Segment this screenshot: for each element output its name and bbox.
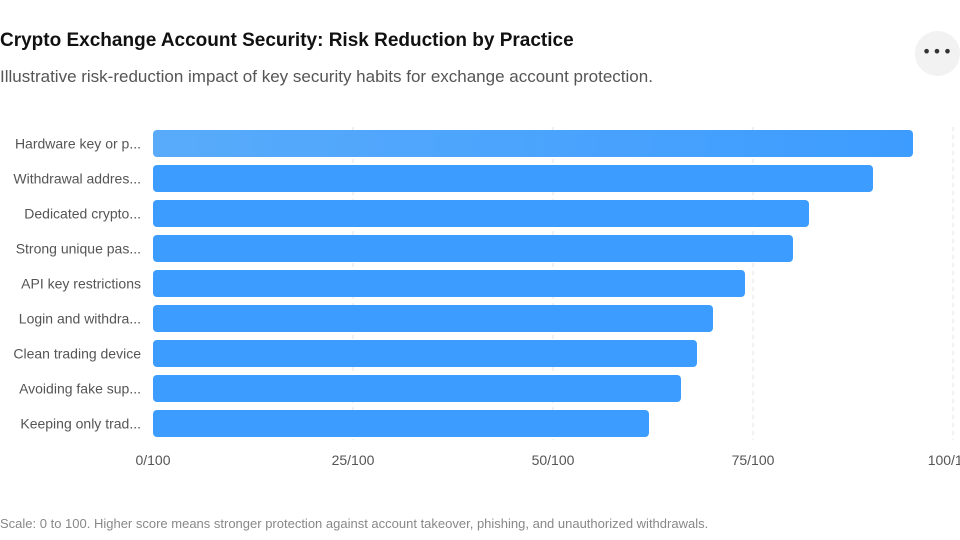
more-horizontal-icon: •••	[921, 41, 954, 61]
y-category-label: Clean trading device	[13, 346, 141, 362]
bar[interactable]: Login and withdra...: 70	[153, 305, 713, 332]
bar[interactable]: Strong unique pas...: 80	[153, 235, 793, 262]
bar[interactable]: API key restrictions: 74	[153, 270, 745, 297]
bar-chart: 0/100 25/100 50/100 75/100 100/100 Hardware k…	[13, 127, 960, 468]
y-category-label: Strong unique pas...	[16, 241, 141, 257]
bar[interactable]: Keeping only trad...: 62	[153, 410, 649, 437]
bar[interactable]: Hardware key or p...: 95	[153, 130, 913, 157]
x-tick-label: 25/100	[332, 452, 375, 468]
x-tick-label: 75/100	[732, 452, 775, 468]
chart-subtitle: Illustrative risk-reduction impact of ke…	[0, 67, 653, 86]
bar[interactable]: Clean trading device: 68	[153, 340, 697, 367]
y-category-label: Hardware key or p...	[15, 136, 141, 152]
y-category-label: Withdrawal addres...	[13, 171, 141, 187]
bar[interactable]: Withdrawal addres...: 90	[153, 165, 873, 192]
more-options-button[interactable]: •••	[915, 31, 960, 76]
y-category-label: Login and withdra...	[19, 311, 141, 327]
y-category-label: Avoiding fake sup...	[19, 381, 141, 397]
x-tick-label: 100/100	[928, 452, 960, 468]
y-category-label: API key restrictions	[21, 276, 141, 292]
chart-title: Crypto Exchange Account Security: Risk R…	[0, 30, 574, 51]
chart-footnote: Scale: 0 to 100. Higher score means stro…	[0, 516, 709, 531]
x-tick-label: 0/100	[135, 452, 170, 468]
x-tick-label: 50/100	[532, 452, 575, 468]
bar[interactable]: Dedicated crypto...: 82	[153, 200, 809, 227]
y-category-label: Dedicated crypto...	[24, 206, 141, 222]
bar[interactable]: Avoiding fake sup...: 66	[153, 375, 681, 402]
y-category-label: Keeping only trad...	[20, 416, 141, 432]
